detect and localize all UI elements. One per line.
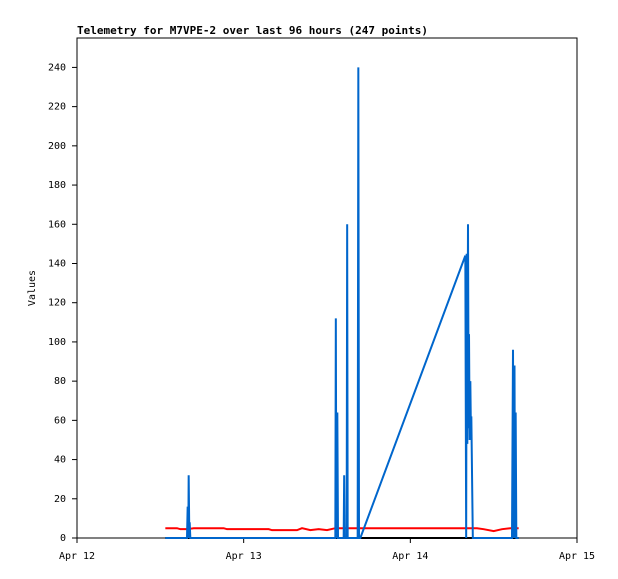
- x-tick-label: Apr 15: [559, 551, 595, 562]
- y-tick-label: 220: [48, 102, 66, 113]
- x-tick-label: Apr 14: [392, 551, 428, 562]
- series-line: [165, 67, 519, 539]
- y-tick-label: 80: [54, 376, 66, 387]
- y-tick-label: 140: [48, 258, 66, 269]
- series-line: [165, 527, 519, 533]
- x-tick-label: Apr 13: [226, 551, 262, 562]
- y-tick-label: 20: [54, 494, 66, 505]
- y-tick-label: 40: [54, 455, 66, 466]
- y-tick-label: 60: [54, 415, 66, 426]
- y-tick-label: 120: [48, 298, 66, 309]
- y-tick-label: 200: [48, 141, 66, 152]
- y-tick-label: 180: [48, 180, 66, 191]
- y-tick-label: 160: [48, 219, 66, 230]
- x-tick-label: Apr 12: [59, 551, 95, 562]
- y-tick-label: 100: [48, 337, 66, 348]
- y-tick-label: 240: [48, 62, 66, 73]
- y-tick-label: 0: [60, 533, 66, 544]
- plot-frame: [76, 37, 578, 539]
- chart-title: Telemetry for M7VPE-2 over last 96 hours…: [77, 24, 428, 37]
- y-axis-label: Values: [27, 270, 38, 306]
